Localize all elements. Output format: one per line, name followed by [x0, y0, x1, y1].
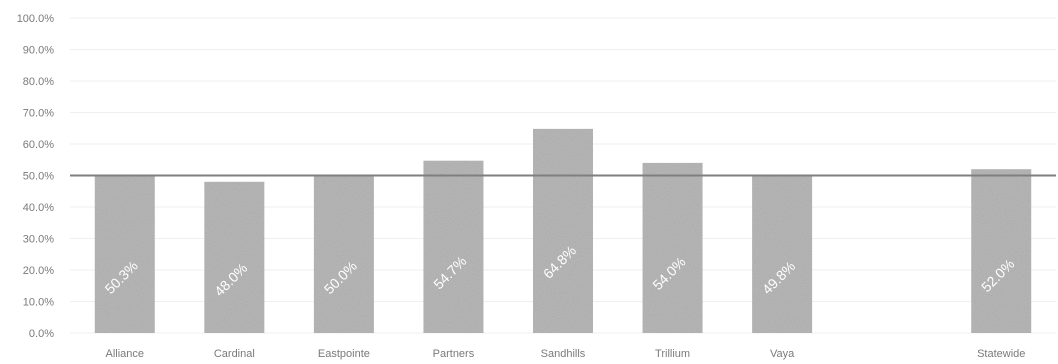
- y-tick-label: 60.0%: [23, 139, 54, 151]
- y-tick-label: 50.0%: [23, 171, 54, 183]
- bar: [971, 169, 1032, 333]
- bar: [752, 176, 813, 333]
- y-tick-label: 20.0%: [23, 265, 54, 277]
- bar: [642, 162, 703, 333]
- category-label: Partners: [433, 348, 475, 360]
- bar: [533, 128, 593, 333]
- y-tick-label: 80.0%: [23, 76, 54, 88]
- y-tick-label: 30.0%: [23, 234, 54, 246]
- y-tick-label: 70.0%: [23, 108, 54, 120]
- category-label: Statewide: [977, 348, 1025, 360]
- y-tick-label: 100.0%: [17, 13, 55, 25]
- category-label: Vaya: [770, 348, 795, 360]
- bars: [94, 128, 1032, 333]
- category-label: Eastpointe: [318, 348, 370, 360]
- x-axis-category-labels: Alliance Cardinal Eastpointe Partners Sandhi…: [106, 348, 1026, 360]
- bar: [94, 174, 155, 333]
- category-label: Cardinal: [214, 348, 255, 360]
- category-label: Trillium: [655, 348, 690, 360]
- y-tick-label: 40.0%: [23, 202, 54, 214]
- y-tick-label: 10.0%: [23, 297, 54, 309]
- y-tick-label: 0.0%: [29, 328, 54, 340]
- y-axis-tick-labels: 0.0% 10.0% 20.0% 30.0% 40.0% 50.0% 60.0% 70.0% 8…: [17, 13, 55, 340]
- bar: [204, 181, 265, 333]
- category-label: Sandhills: [541, 348, 586, 360]
- bar: [313, 175, 374, 333]
- y-tick-label: 90.0%: [23, 45, 54, 57]
- category-label: Alliance: [106, 348, 145, 360]
- bar: [423, 160, 484, 333]
